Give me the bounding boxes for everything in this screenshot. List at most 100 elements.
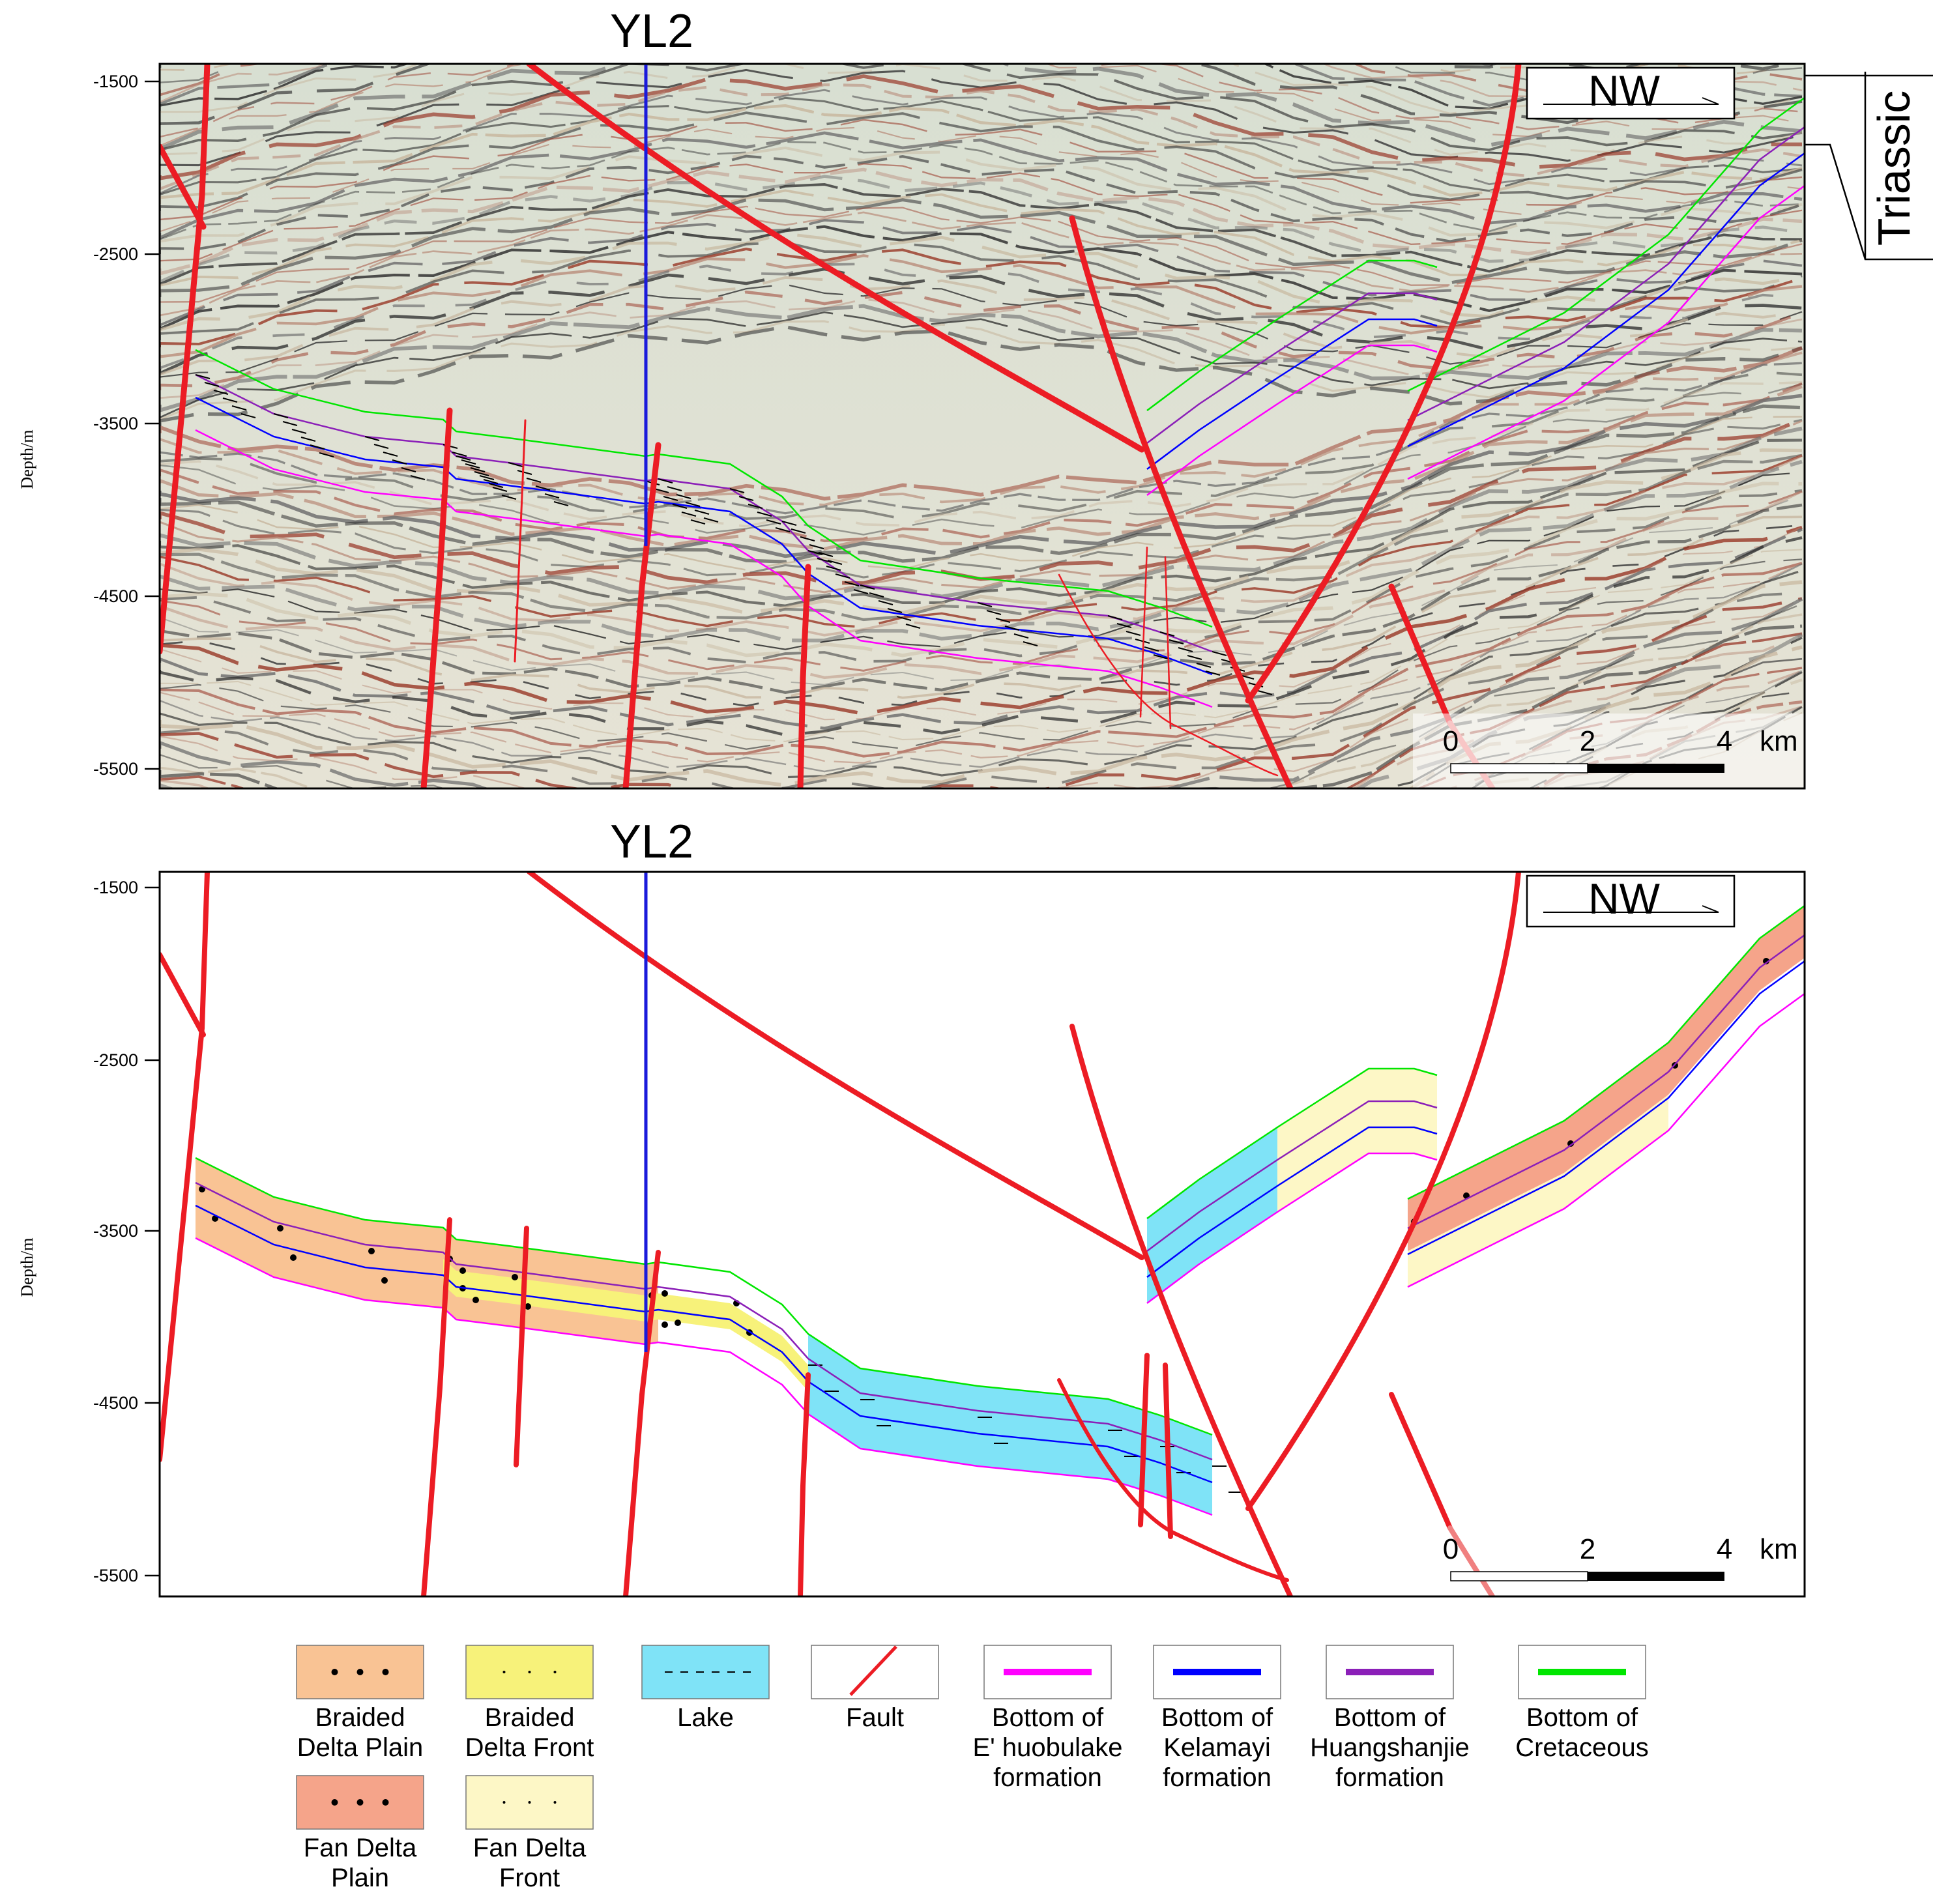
hatch-mark	[508, 462, 523, 467]
seismic-reflector	[160, 362, 1803, 515]
seismic-reflector	[160, 126, 1803, 233]
seismic-reflector	[160, 83, 1803, 191]
legend-label: Bottom of	[992, 1703, 1104, 1732]
legend-label: formation	[993, 1763, 1102, 1792]
seismic-reflector	[160, 0, 1802, 53]
seismic-reflector	[160, 472, 1803, 650]
horizon-ehuobulake	[195, 184, 1805, 708]
seismic-reflector	[160, 346, 1803, 501]
seismic-reflector	[160, 426, 1803, 601]
seismic-reflector	[160, 454, 1803, 622]
fault	[1139, 546, 1148, 718]
seismic-reflector	[160, 232, 1803, 333]
seismic-reflector	[160, 454, 1803, 637]
seismic-reflector	[160, 495, 1803, 685]
facies-dot	[277, 1225, 283, 1232]
legend-label: E' huobulake	[972, 1733, 1122, 1762]
hatch-mark	[757, 512, 772, 517]
hatch-mark	[553, 501, 569, 506]
seismic-reflector	[160, 104, 1803, 204]
seismic-reflector	[160, 248, 1803, 347]
depth-tick: -5500	[93, 1566, 138, 1585]
legend-label: Bottom of	[1334, 1703, 1446, 1732]
fault	[421, 1217, 452, 1596]
fault	[1069, 215, 1294, 788]
braided-delta-front-body	[443, 1259, 808, 1391]
seismic-reflector	[160, 528, 1803, 730]
fault	[623, 1250, 661, 1596]
hatch-mark	[775, 527, 791, 532]
hatch-mark	[781, 521, 797, 526]
legend-label: Huangshanjie	[1310, 1733, 1470, 1762]
seismic-reflector	[160, 394, 1803, 558]
hatch-mark	[690, 519, 706, 525]
seismic-reflector	[160, 418, 1803, 579]
hatch-mark	[364, 436, 380, 441]
depth-axis-title: Depth/m	[18, 430, 36, 489]
seismic-reflector	[160, 489, 1803, 664]
hatch-mark	[231, 405, 247, 411]
facies-dot	[1808, 925, 1814, 932]
direction-box	[1526, 66, 1736, 120]
seismic-reflector	[160, 64, 1803, 125]
hatch-mark	[501, 495, 517, 500]
fault	[1138, 1353, 1150, 1527]
hatch-mark	[1257, 690, 1273, 695]
seismic-reflector	[160, 489, 1803, 680]
seismic-reflector	[160, 598, 1803, 788]
fault	[1245, 872, 1521, 1511]
seismic-reflector	[160, 320, 1803, 421]
seismic-reflector	[160, 382, 1803, 543]
seismic-reflector	[160, 482, 1803, 657]
hatch-mark	[977, 602, 993, 607]
seismic-reflector	[160, 64, 1803, 147]
seismic-reflector	[160, 598, 1803, 788]
legend-label: Delta Front	[465, 1733, 594, 1762]
legend-swatch	[811, 1645, 939, 1699]
fault	[527, 872, 1144, 1260]
seismic-reflector	[160, 64, 1803, 151]
hatch-mark	[488, 483, 504, 488]
seismic-reflector	[160, 597, 1803, 788]
facies-dot	[459, 1267, 466, 1274]
scale-tick-0: 0	[1443, 1533, 1459, 1565]
seismic-reflector	[160, 64, 1803, 111]
hatch-mark	[1116, 623, 1132, 628]
hatch-mark	[869, 592, 884, 598]
depth-tick: -3500	[93, 414, 138, 433]
seismic-reflector	[160, 189, 1803, 290]
depth-tick: -1500	[93, 72, 138, 91]
depth-tick: -2500	[93, 244, 138, 264]
scale-unit: km	[1760, 725, 1798, 757]
depth-tick: -5500	[93, 759, 138, 779]
hatch-mark	[1178, 647, 1193, 652]
depth-tick: -3500	[93, 1221, 138, 1241]
hatch-mark	[1023, 641, 1038, 646]
seismic-reflector	[160, 163, 1803, 262]
hatch-mark	[748, 504, 763, 509]
legend-label: formation	[1163, 1763, 1272, 1792]
hatch-mark	[465, 463, 480, 469]
hatch-mark	[663, 496, 678, 501]
seismic-reflector	[160, 254, 1803, 358]
hatch-mark	[1212, 651, 1227, 656]
hatch-mark	[807, 550, 823, 555]
hatch-mark	[896, 616, 912, 621]
seismic-panel: YL2 NW 0 2 4 km Depth/m -1500 -250	[18, 0, 1933, 790]
hatch-mark	[517, 470, 532, 475]
seismic-reflector	[160, 167, 1803, 276]
hatch-mark	[273, 413, 289, 418]
scale-unit: km	[1760, 1533, 1798, 1565]
seismic-reflector	[160, 283, 1803, 383]
triassic-bracket: Triassic	[1805, 72, 1933, 261]
hatch-mark	[817, 558, 832, 563]
arrow-icon	[1543, 97, 1719, 105]
hatch-mark	[526, 478, 542, 483]
seismic-reflector	[160, 404, 1803, 564]
fault	[1164, 556, 1172, 730]
hatch-mark	[853, 589, 869, 594]
fault	[1057, 1378, 1289, 1582]
hatch-mark	[860, 584, 875, 590]
seismic-reflector	[160, 525, 1803, 716]
